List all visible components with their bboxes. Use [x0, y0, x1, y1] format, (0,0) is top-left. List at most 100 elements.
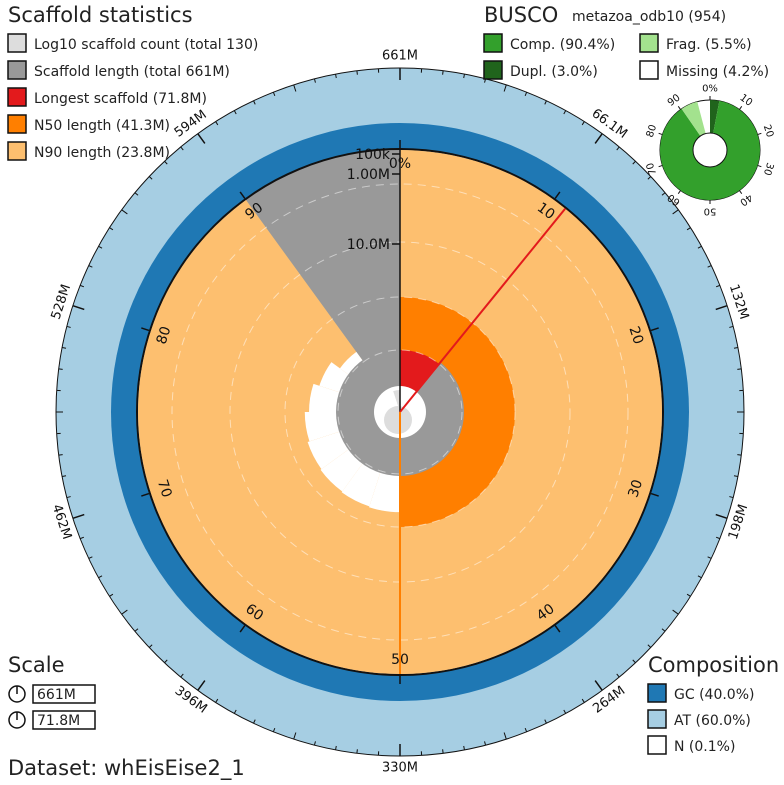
percent-tick-label: 30 — [625, 478, 646, 500]
busco-tick-label: 10 — [737, 92, 754, 108]
scale-tick — [594, 680, 603, 691]
busco-tick — [658, 132, 663, 136]
scale-tick — [729, 496, 734, 499]
scale-tick — [524, 91, 528, 97]
composition-label: N (0.1%) — [674, 739, 735, 755]
busco-legend-label: Dupl. (3.0%) — [510, 64, 598, 80]
scale-tick — [647, 644, 652, 648]
legend-label-n50: N50 length (41.3M) — [34, 118, 170, 134]
busco-tick — [757, 164, 762, 168]
percent-tick — [141, 327, 150, 332]
busco-tick-label: 40 — [737, 191, 754, 207]
scale-tick — [121, 209, 128, 215]
composition-swatch — [647, 735, 667, 755]
composition-label: AT (60.0%) — [674, 713, 751, 729]
scale-tick — [484, 741, 487, 746]
percent-tick — [141, 492, 150, 497]
length-inner-grey — [336, 348, 400, 476]
busco-title: BUSCO — [484, 3, 558, 27]
outer-ticks: 661M66.1M132M198M264M330M396M462M528M594… — [49, 49, 752, 776]
grid-circle — [337, 349, 463, 475]
busco-tick-label: 20 — [761, 123, 775, 139]
scale-tick — [233, 110, 237, 115]
busco-tick-label: 70 — [645, 161, 659, 177]
count-blob — [384, 406, 412, 434]
percent-tick-label: 20 — [625, 324, 646, 346]
composition-title: Composition — [648, 653, 779, 677]
grid-circle — [284, 296, 516, 528]
scale-tick — [697, 575, 702, 579]
legend-swatch-n90 — [7, 141, 27, 161]
scale-tick — [503, 732, 507, 740]
scale-tick — [563, 709, 567, 714]
percent-tick-label: 50 — [391, 652, 409, 668]
scale-tick — [707, 265, 712, 268]
scale-tick — [66, 325, 71, 328]
percent-tick — [239, 625, 246, 633]
scale-tick — [197, 133, 206, 144]
scale-tick — [66, 496, 71, 499]
scale-tick — [661, 192, 666, 196]
scale-tick — [313, 741, 316, 746]
scale-tick — [737, 454, 742, 456]
scale-tick — [253, 100, 256, 105]
scale-tick — [356, 70, 358, 75]
scale-tick — [544, 719, 547, 724]
scale-tick — [616, 146, 620, 151]
busco-tick — [738, 106, 743, 110]
log-tick-label: 10.0M — [347, 237, 390, 253]
scale-tick — [272, 727, 276, 733]
busco-lineage: metazoa_odb10 (954) — [572, 9, 726, 25]
busco-swatch — [639, 60, 659, 80]
composition-swatch — [647, 683, 667, 703]
busco-tick-label: 0% — [702, 84, 718, 95]
busco-tick — [677, 190, 682, 194]
scale-tick — [733, 475, 739, 477]
scale-tick — [233, 709, 237, 714]
scale-tick — [737, 368, 742, 370]
legend: Log10 scaffold count (total 130) Scaffold… — [7, 33, 258, 161]
legend-label-count: Log10 scaffold count (total 130) — [34, 37, 258, 53]
busco-swatch — [639, 33, 659, 53]
scale-tick — [707, 556, 712, 559]
scale-tick — [98, 245, 103, 249]
markers — [399, 208, 566, 674]
scale-tick — [503, 84, 507, 92]
scale-legend: 661M 71.8M — [8, 684, 96, 730]
scale-tick — [272, 91, 276, 97]
scale-tick — [733, 347, 739, 349]
busco-tick-label: 80 — [645, 123, 659, 139]
percent-tick — [239, 191, 246, 199]
composition-legend: GC (40.0%) AT (60.0%) N (0.1%) — [647, 683, 754, 755]
scale-tick — [563, 110, 567, 115]
percent-tick — [650, 492, 659, 497]
scale-tick — [335, 745, 337, 751]
scale-tick — [61, 347, 67, 349]
legend-label-n90: N90 length (23.8M) — [34, 145, 170, 161]
log-tick-label: 100k — [355, 147, 391, 163]
scale-tick — [164, 659, 168, 664]
scale-tick — [715, 513, 728, 520]
scale-tick — [715, 536, 721, 540]
percent-tick — [554, 191, 561, 199]
composition-label: GC (40.0%) — [674, 687, 754, 703]
busco-legend-label: Missing (4.2%) — [666, 64, 769, 80]
scale-tick — [109, 227, 114, 231]
longest-marker — [399, 208, 566, 413]
legend-title: Scaffold statistics — [8, 3, 193, 27]
scale-tick — [463, 745, 465, 751]
scale-tick — [686, 227, 691, 231]
outer-tick-label: 661M — [382, 49, 418, 64]
percent-tick — [650, 327, 659, 332]
scale-tick — [524, 727, 528, 733]
scale-tick — [88, 265, 93, 268]
scale-tick — [581, 121, 585, 126]
busco-tick-label: 50 — [704, 206, 717, 217]
legend-swatch-n50 — [7, 114, 27, 134]
scale-tick — [697, 245, 702, 249]
scale-tick — [647, 176, 652, 180]
busco-dupl-wedge — [710, 100, 720, 134]
scale-tick — [661, 628, 666, 632]
scale-tick — [98, 575, 103, 579]
legend-label-longest: Longest scaffold (71.8M) — [34, 91, 207, 107]
